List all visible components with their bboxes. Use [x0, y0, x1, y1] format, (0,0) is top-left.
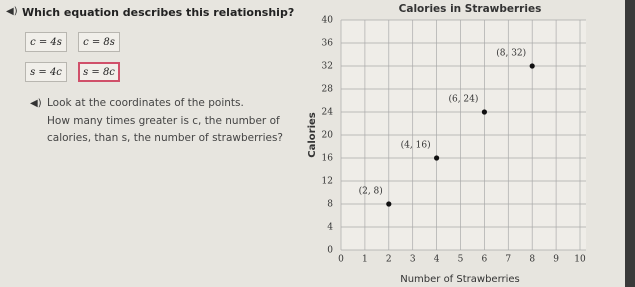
x-tick-label: 1 [362, 255, 368, 265]
x-tick-label: 9 [553, 255, 559, 265]
point-label: (2, 8) [359, 186, 383, 197]
option[interactable]: s = 8c [78, 62, 120, 82]
y-tick-label: 16 [322, 154, 334, 164]
option[interactable]: c = 4s [25, 32, 67, 52]
y-tick-label: 32 [322, 62, 333, 72]
y-tick-label: 0 [327, 246, 333, 256]
point-label: (8, 32) [496, 48, 526, 59]
y-tick-label: 36 [322, 39, 334, 49]
y-tick-label: 20 [322, 131, 334, 141]
y-axis-label: Calories [307, 112, 318, 158]
point-label: (4, 16) [401, 140, 431, 151]
y-tick-label: 24 [322, 108, 334, 118]
scrollbar [625, 0, 635, 287]
point [386, 201, 392, 207]
x-tick-label: 4 [434, 255, 440, 265]
x-tick-label: 10 [574, 255, 586, 265]
question: Which equation describes this relationsh… [22, 6, 295, 19]
x-tick-label: 8 [529, 255, 535, 265]
y-tick-label: 28 [322, 85, 334, 95]
option[interactable]: s = 4c [25, 62, 67, 82]
y-tick-label: 8 [327, 200, 333, 210]
x-tick-label: 2 [386, 255, 392, 265]
point-label: (6, 24) [448, 94, 478, 105]
point [434, 155, 440, 161]
speaker-icon[interactable]: ◀) [6, 6, 18, 17]
chart-title: Calories in Strawberries [399, 3, 542, 15]
point [481, 109, 487, 115]
prompt-intro: Look at the coordinates of the points. [47, 97, 244, 109]
x-tick-label: 0 [338, 255, 344, 265]
option[interactable]: c = 8s [78, 32, 120, 52]
prompt-question: How many times greater is c, the number … [47, 115, 283, 144]
y-tick-label: 12 [322, 177, 333, 187]
x-tick-label: 7 [505, 255, 511, 265]
speaker-icon[interactable]: ◀) [30, 98, 42, 109]
x-tick-label: 6 [482, 255, 488, 265]
y-tick-label: 40 [322, 16, 334, 26]
x-tick-label: 3 [410, 255, 416, 265]
point [529, 63, 535, 69]
x-axis-label: Number of Strawberries [400, 274, 520, 285]
x-tick-label: 5 [458, 255, 464, 265]
y-tick-label: 4 [327, 223, 333, 233]
